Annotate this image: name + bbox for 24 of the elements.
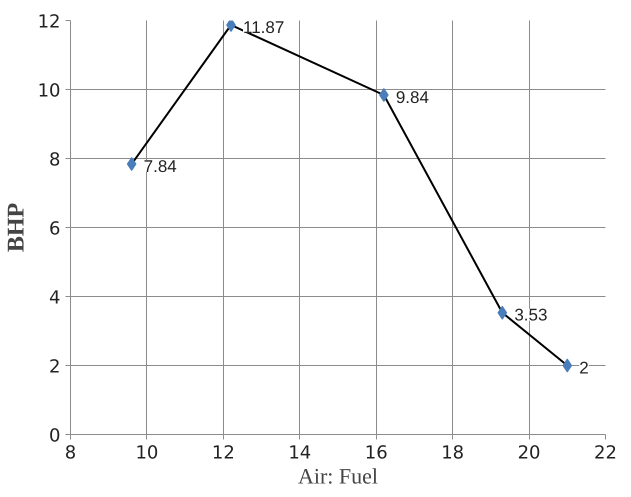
x-tick-label: 20 <box>518 442 541 464</box>
x-tick-label: 14 <box>288 442 312 464</box>
y-tick-label: 0 <box>49 426 60 446</box>
data-label: 2 <box>579 358 589 378</box>
data-label: 7.84 <box>144 157 177 176</box>
y-tick-label: 12 <box>38 12 60 32</box>
y-tick-label: 8 <box>49 150 60 170</box>
x-tick-label: 12 <box>212 442 235 464</box>
x-tick-label: 18 <box>441 442 464 464</box>
x-tick-label: 22 <box>594 442 617 464</box>
x-tick-label: 10 <box>135 442 158 464</box>
data-label: 9.84 <box>396 88 429 108</box>
y-axis-title: BHP <box>4 202 30 252</box>
point <box>562 358 572 372</box>
data-label: 3.53 <box>514 306 548 325</box>
data-label: 11.87 <box>243 18 284 37</box>
y-tick-label: 2 <box>49 356 60 378</box>
x-tick-label: 16 <box>364 442 388 464</box>
point <box>497 306 508 320</box>
y-tick-label: 10 <box>38 80 60 102</box>
x-tick-label: 8 <box>64 442 76 464</box>
y-tick-label: 6 <box>49 218 60 240</box>
x-axis-title: Air: Fuel <box>298 464 378 488</box>
y-tick-label: 4 <box>49 288 60 308</box>
